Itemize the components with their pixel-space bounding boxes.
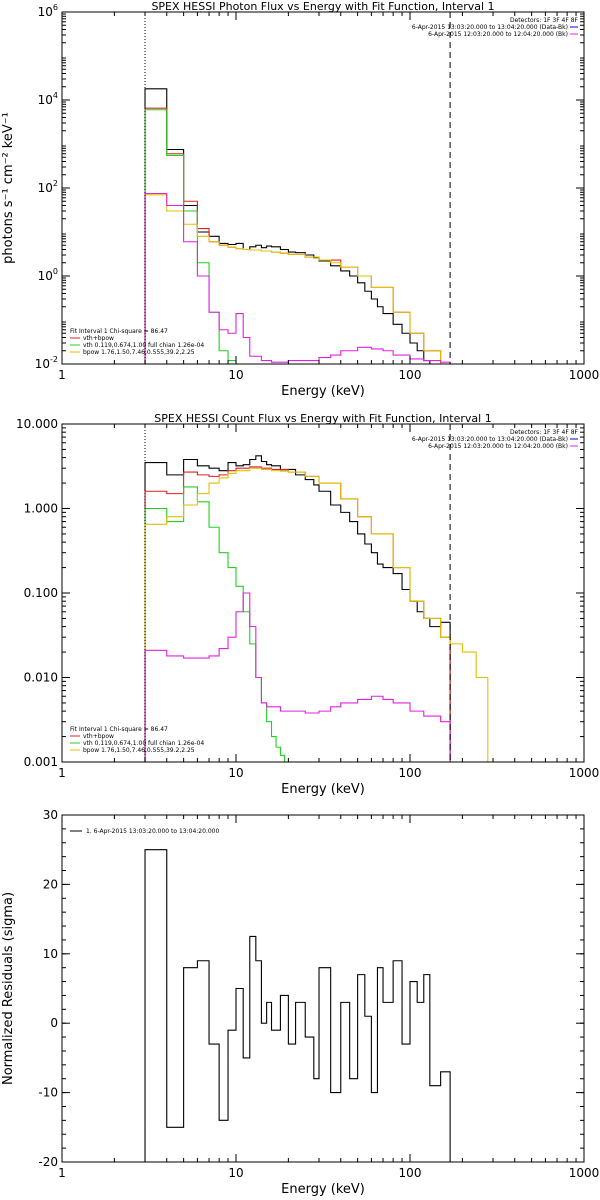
series-line-1: [144, 455, 459, 762]
y-tick-label: 10.000: [16, 417, 58, 431]
x-tick-label: 100: [399, 1166, 422, 1180]
y-tick-label: 30: [43, 808, 58, 822]
x-tick-label: 10: [228, 1166, 243, 1180]
y-axis-label: Normalized Residuals (sigma): [1, 892, 16, 1085]
legend-bottom-entry: vth 0.119,0.674,1.00 full chian 1.26e-04: [83, 740, 204, 747]
legend-top-entry: 6-Apr-2015 13:03:20.000 to 13:04:20.000 …: [412, 24, 568, 31]
series-group: [144, 849, 451, 1162]
legend-bottom-entry: vth 0.119,0.674,1.00 full chian 1.26e-04: [83, 342, 204, 349]
panel-2: SPEX HESSI Count Flux vs Energy with Fit…: [16, 412, 599, 797]
x-tick-label: 1: [58, 368, 66, 382]
x-tick-label: 100: [399, 766, 422, 780]
legend-top-header: Detectors: 1F 3F 4F 8F: [510, 429, 579, 436]
legend-bottom-header: Fit Interval 1 Chi-square = 86.47: [70, 726, 168, 733]
series-line-1: [144, 88, 459, 364]
legend-top-entry: 6-Apr-2015 13:03:20.000 to 13:04:20.000 …: [412, 436, 568, 443]
x-tick-label: 10: [228, 766, 243, 780]
y-tick-label: 102: [38, 179, 58, 195]
y-tick-label: 100: [38, 267, 58, 283]
panel-3: 1 10 100 1000 Energy (keV) -20 -10 0 10 20 30 Norma…: [1, 808, 599, 1197]
x-axis-label: Energy (keV): [281, 782, 365, 797]
panel-1-title: SPEX HESSI Photon Flux vs Energy with Fi…: [151, 0, 494, 13]
y-tick-label: 10-2: [35, 355, 58, 371]
legend-top-header: Detectors: 1F 3F 4F 8F: [510, 17, 579, 24]
x-axis-label: Energy (keV): [281, 384, 365, 399]
y-tick-label: 10: [43, 947, 58, 961]
x-tick-label: 1000: [569, 1166, 600, 1180]
legend-bottom-entry: vth+bpow: [83, 335, 114, 342]
x-axis-label: Energy (keV): [281, 1182, 365, 1197]
panel-1: SPEX HESSI Photon Flux vs Energy with Fi…: [1, 0, 599, 399]
series-line-5: [144, 592, 459, 762]
y-tick-label: 106: [38, 3, 58, 19]
x-tick-label: 10: [228, 368, 243, 382]
series-line-3: [144, 109, 245, 364]
y-tick-label: 0.010: [24, 671, 58, 685]
y-tick-label: 1.000: [24, 502, 58, 516]
series-line-2: [144, 107, 442, 364]
series-line-5: [144, 192, 459, 364]
x-tick-label: 1000: [569, 368, 600, 382]
x-tick-label: 1000: [569, 766, 600, 780]
x-tick-label: 1: [58, 766, 66, 780]
legend-bottom-entry: vth+bpow: [83, 733, 114, 740]
y-tick-label: 0: [50, 1016, 58, 1030]
series-line-1: [144, 849, 451, 1162]
series-line-2: [144, 466, 459, 762]
x-tick-label: 100: [399, 368, 422, 382]
y-tick-label: -10: [38, 1086, 58, 1100]
y-axis-label: photons s⁻¹ cm⁻² keV⁻¹: [1, 112, 16, 264]
y-tick-label: 0.001: [24, 755, 58, 769]
y-tick-label: 104: [38, 91, 58, 107]
legend-top-entry: 6-Apr-2015 12:03:20.000 to 12:04:20.000 …: [428, 443, 568, 450]
axes-frame: [61, 814, 585, 1163]
y-tick-label: -20: [38, 1155, 58, 1169]
legend-bottom-entry: bpow 1.76,1.50,7.46,0.555,39.2,2.25: [83, 349, 195, 356]
legend-top-entry: 1. 6-Apr-2015 13:03:20.000 to 13:04:20.0…: [86, 828, 219, 835]
y-tick-label: 20: [43, 877, 58, 891]
series-line-4: [144, 194, 497, 364]
legend-bottom-header: Fit Interval 1 Chi-square = 86.47: [70, 328, 168, 335]
series-line-3: [144, 486, 294, 762]
legend-top-entry: 6-Apr-2015 12:03:20.000 to 12:04:20.000 …: [428, 31, 568, 38]
series-line-4: [144, 467, 497, 762]
panel-2-title: SPEX HESSI Count Flux vs Energy with Fit…: [154, 412, 491, 425]
y-tick-label: 0.100: [24, 586, 58, 600]
x-tick-label: 1: [58, 1166, 66, 1180]
axes-frame: [61, 11, 585, 365]
legend-bottom-entry: bpow 1.76,1.50,7.46,0.555,39.2,2.25: [83, 747, 195, 754]
series-group: [144, 455, 497, 762]
